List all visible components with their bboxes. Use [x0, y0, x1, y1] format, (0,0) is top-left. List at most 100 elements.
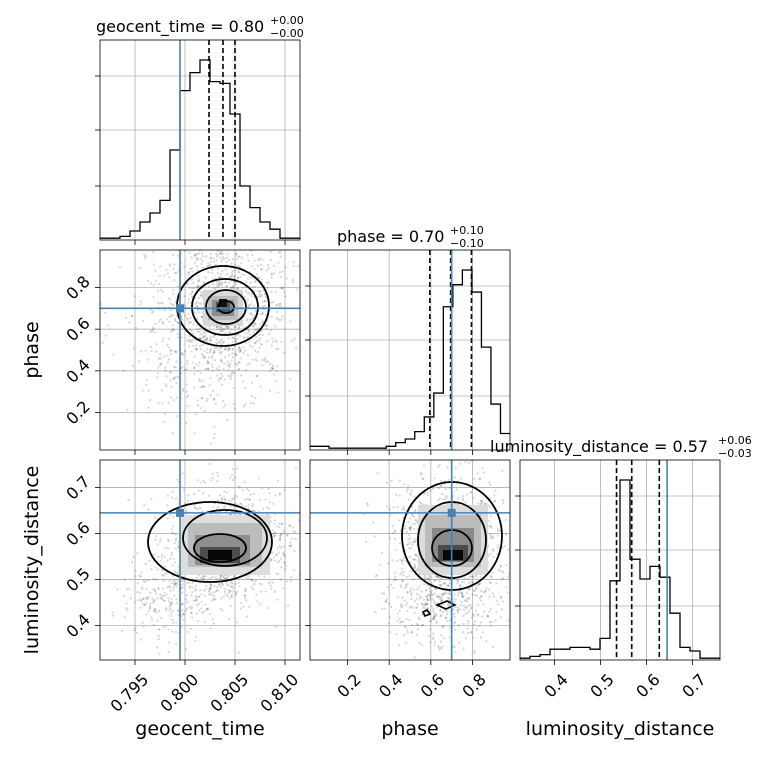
scatter-point: [459, 477, 463, 480]
scatter-point: [398, 542, 401, 545]
scatter-point: [261, 320, 264, 323]
scatter-point: [293, 549, 296, 553]
scatter-point: [438, 497, 442, 500]
x-tick-label: 0.6: [417, 670, 448, 701]
scatter-point: [166, 559, 169, 562]
scatter-point: [229, 476, 232, 480]
scatter-point: [265, 324, 268, 327]
y-tick-label: 0.7: [62, 472, 93, 503]
scatter-point: [167, 346, 170, 349]
scatter-point: [433, 611, 436, 615]
scatter-point: [257, 295, 260, 299]
scatter-point: [145, 383, 148, 386]
scatter-point: [186, 601, 189, 604]
scatter-point: [211, 594, 214, 597]
scatter-point: [176, 332, 179, 335]
scatter-point: [438, 597, 441, 600]
scatter-point: [510, 525, 512, 527]
scatter-point: [111, 611, 114, 614]
scatter-point: [216, 326, 219, 329]
scatter-point: [444, 616, 447, 619]
scatter-point: [491, 548, 495, 551]
scatter-point: [486, 614, 489, 618]
scatter-point: [184, 609, 187, 612]
scatter-point: [225, 284, 228, 288]
scatter-point: [506, 591, 509, 594]
scatter-point: [210, 355, 213, 358]
scatter-point: [286, 533, 289, 536]
scatter-point: [205, 399, 208, 403]
scatter-point: [398, 479, 401, 482]
scatter-point: [461, 592, 464, 595]
scatter-point: [220, 243, 222, 245]
scatter-point: [231, 584, 234, 588]
scatter-point: [181, 603, 184, 606]
scatter-point: [292, 265, 295, 268]
scatter-point: [196, 399, 199, 402]
scatter-point: [471, 575, 475, 578]
scatter-point: [496, 534, 499, 537]
scatter-point: [307, 260, 309, 262]
scatter-point: [159, 318, 162, 321]
scatter-point: [237, 333, 240, 336]
scatter-point: [167, 297, 170, 300]
scatter-point: [203, 339, 206, 342]
scatter-point: [429, 620, 432, 623]
scatter-point: [255, 374, 259, 378]
scatter-point: [270, 290, 273, 293]
scatter-point: [262, 289, 265, 292]
scatter-point: [467, 428, 469, 430]
scatter-point: [415, 597, 418, 600]
scatter-point: [479, 589, 483, 592]
scatter-point: [215, 259, 218, 262]
scatter-point: [261, 363, 264, 367]
scatter-point: [172, 515, 175, 519]
scatter-point: [190, 329, 194, 332]
scatter-point: [221, 255, 224, 259]
scatter-point: [441, 498, 445, 501]
scatter-point: [433, 615, 436, 618]
scatter-point: [163, 308, 166, 312]
scatter-point: [213, 584, 216, 587]
scatter-point: [186, 339, 189, 343]
scatter-point: [423, 583, 426, 586]
scatter-point: [494, 489, 497, 492]
scatter-point: [375, 574, 378, 577]
scatter-point: [391, 531, 395, 535]
scatter-point: [438, 608, 442, 611]
scatter-point: [495, 599, 498, 602]
scatter-point: [227, 617, 231, 621]
scatter-point: [413, 538, 416, 541]
scatter-point: [240, 256, 244, 260]
scatter-point: [148, 607, 151, 610]
scatter-point: [283, 561, 286, 564]
scatter-point: [486, 615, 490, 618]
scatter-point: [472, 623, 476, 626]
scatter-point: [166, 504, 169, 507]
scatter-point: [156, 301, 159, 304]
scatter-point: [255, 359, 258, 362]
scatter-point: [180, 614, 184, 618]
scatter-point: [127, 321, 131, 324]
scatter-point: [278, 522, 281, 525]
scatter-point: [245, 487, 249, 491]
panel-hist-geocent-time: [95, 39, 301, 245]
scatter-point: [302, 526, 304, 528]
scatter-point: [125, 607, 128, 610]
scatter-point: [227, 326, 230, 330]
scatter-point: [199, 347, 202, 351]
scatter-point: [206, 579, 209, 582]
scatter-point: [209, 627, 212, 630]
scatter-point: [416, 587, 419, 591]
scatter-point: [199, 588, 202, 591]
scatter-point: [426, 603, 429, 606]
scatter-point: [226, 584, 229, 587]
scatter-point: [192, 344, 195, 348]
scatter-point: [228, 365, 232, 368]
scatter-point: [504, 533, 508, 537]
scatter-point: [202, 331, 206, 335]
scatter-point: [175, 642, 178, 645]
scatter-point: [191, 338, 195, 342]
scatter-point: [409, 517, 412, 520]
